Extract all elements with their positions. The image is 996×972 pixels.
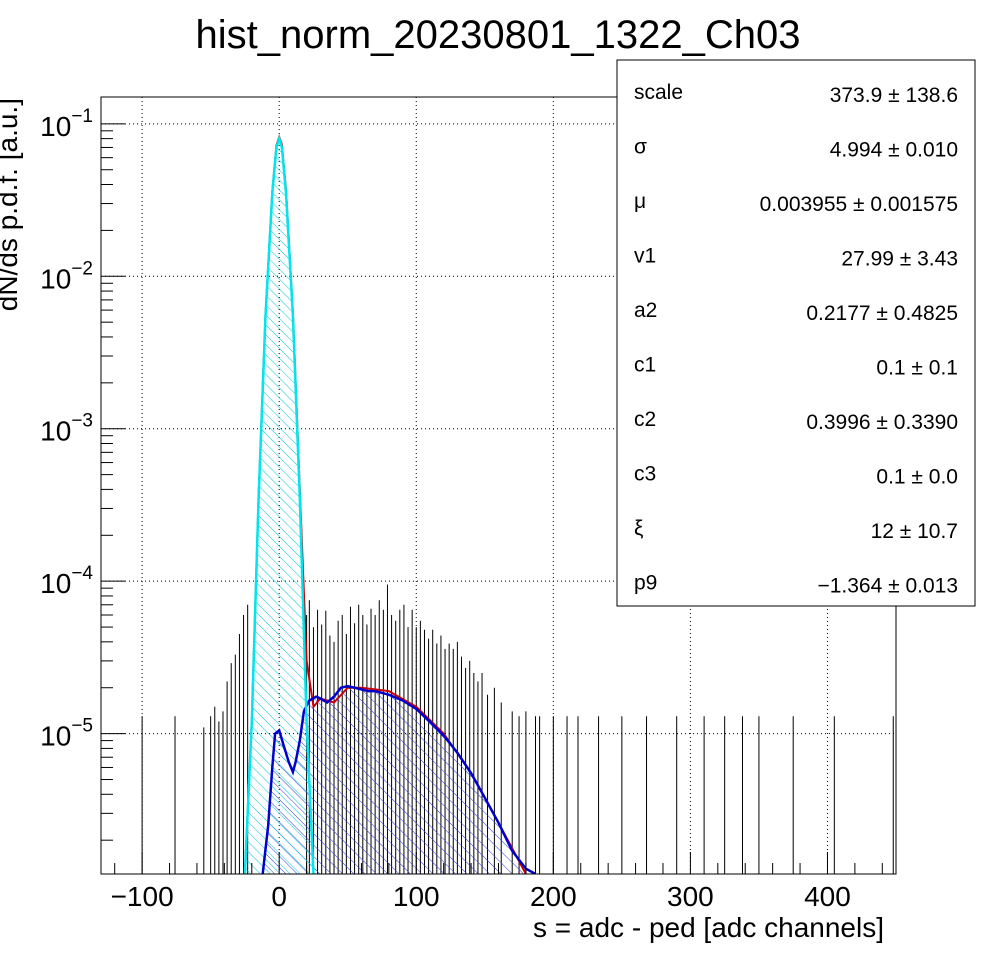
fit-curves — [243, 133, 537, 874]
stat-row-value: 27.99 ± 3.43 — [841, 248, 958, 271]
y-tick-label: 10−5 — [40, 716, 93, 752]
signal-component-curve — [261, 684, 537, 874]
y-axis-label: dN/ds p.d.f. [a.u.] — [0, 98, 23, 311]
x-tick-label: 200 — [530, 881, 577, 912]
stat-row-label: ξ — [634, 517, 643, 540]
stat-row-value: 0.3996 ± 0.3390 — [806, 411, 958, 434]
stat-row-value: 0.2177 ± 0.4825 — [806, 302, 958, 325]
stat-row-value: 4.994 ± 0.010 — [830, 139, 958, 162]
y-tick-label: 10−2 — [40, 258, 93, 294]
y-tick-label: 10−3 — [40, 411, 93, 447]
stat-row-label: p9 — [634, 572, 657, 595]
stat-row-label: σ — [634, 136, 647, 159]
chart-title: hist_norm_20230801_1322_Ch03 — [196, 13, 801, 57]
stat-row-label: v1 — [634, 245, 656, 268]
stat-row-label: c1 — [634, 354, 656, 377]
stat-row-value: 12 ± 10.7 — [871, 520, 958, 543]
y-tick-label: 10−4 — [40, 563, 93, 599]
axis-ticks: −100 0 100 200 300 400 10−1 10−2 10−3 10−4 10−5 — [40, 106, 883, 912]
stat-row-label: scale — [634, 81, 683, 104]
signal-component-fill — [262, 686, 536, 874]
stat-row-label: μ — [634, 190, 646, 213]
x-tick-label: −100 — [111, 881, 174, 912]
component-fills — [244, 138, 536, 874]
stat-row-value: 373.9 ± 138.6 — [830, 84, 958, 107]
y-tick-label: 10−1 — [40, 106, 93, 142]
stat-row-label: c3 — [634, 463, 656, 486]
x-tick-label: 400 — [804, 881, 851, 912]
x-tick-label: 0 — [271, 881, 287, 912]
stats-box-frame — [616, 59, 976, 607]
stat-row-value: 0.1 ± 0.0 — [876, 466, 958, 489]
pedestal-component-curve — [243, 134, 315, 874]
stat-row-label: a2 — [634, 299, 657, 322]
pedestal-component-fill — [244, 138, 314, 874]
stats-box: scale 373.9 ± 138.6 σ 4.994 ± 0.010 μ 0.00395… — [616, 59, 976, 607]
stat-row-value: 0.1 ± 0.1 — [876, 357, 958, 380]
x-tick-label: 300 — [667, 881, 714, 912]
x-tick-label: 100 — [393, 881, 440, 912]
stat-row-label: c2 — [634, 408, 656, 431]
stat-row-value: −1.364 ± 0.013 — [817, 575, 958, 598]
x-axis-label: s = adc - ped [adc channels] — [533, 912, 884, 943]
stat-row-value: 0.003955 ± 0.001575 — [760, 193, 958, 216]
